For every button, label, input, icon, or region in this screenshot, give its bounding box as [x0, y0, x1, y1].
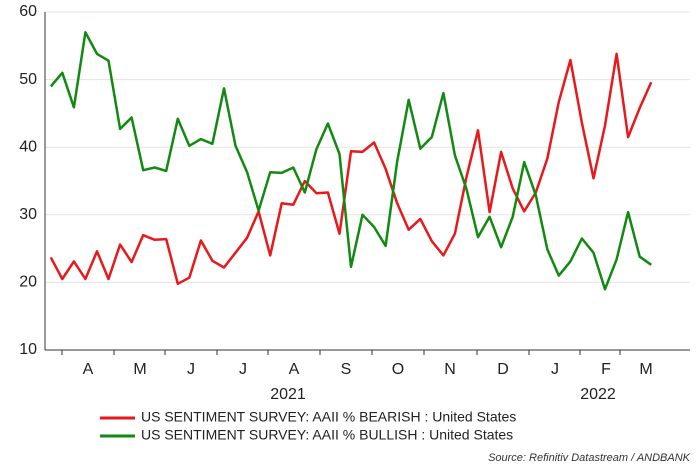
x-tick-label: J	[551, 361, 559, 378]
x-tick-label: S	[341, 361, 352, 378]
legend-label: US SENTIMENT SURVEY: AAII % BEARISH : Un…	[141, 409, 516, 425]
x-tick-label: A	[289, 361, 300, 378]
x-tick-label: A	[83, 361, 94, 378]
x-tick-label: F	[601, 361, 611, 378]
x-tick-label: D	[497, 361, 509, 378]
source: Source: Refinitiv Datastream / ANDBANK	[488, 452, 691, 464]
legend-label: US SENTIMENT SURVEY: AAII % BULLISH : Un…	[141, 427, 513, 443]
x-tick-label: J	[239, 361, 247, 378]
series-line	[49, 52, 653, 286]
y-tick-label: 40	[19, 138, 37, 155]
x-tick-label: J	[187, 361, 195, 378]
x-tick-label: M	[639, 361, 652, 378]
x-tick-label: O	[392, 361, 404, 378]
y-tick-label: 50	[19, 71, 37, 88]
x-tick-label: M	[133, 361, 146, 378]
y-tick-label: 10	[19, 341, 37, 358]
y-tick-label: 60	[19, 3, 37, 20]
year-label: 2021	[270, 386, 306, 403]
x-tick-label: N	[444, 361, 456, 378]
year-label: 2022	[580, 386, 616, 403]
y-tick-label: 30	[19, 206, 37, 223]
series-line	[49, 31, 652, 291]
y-tick-label: 20	[19, 274, 37, 291]
